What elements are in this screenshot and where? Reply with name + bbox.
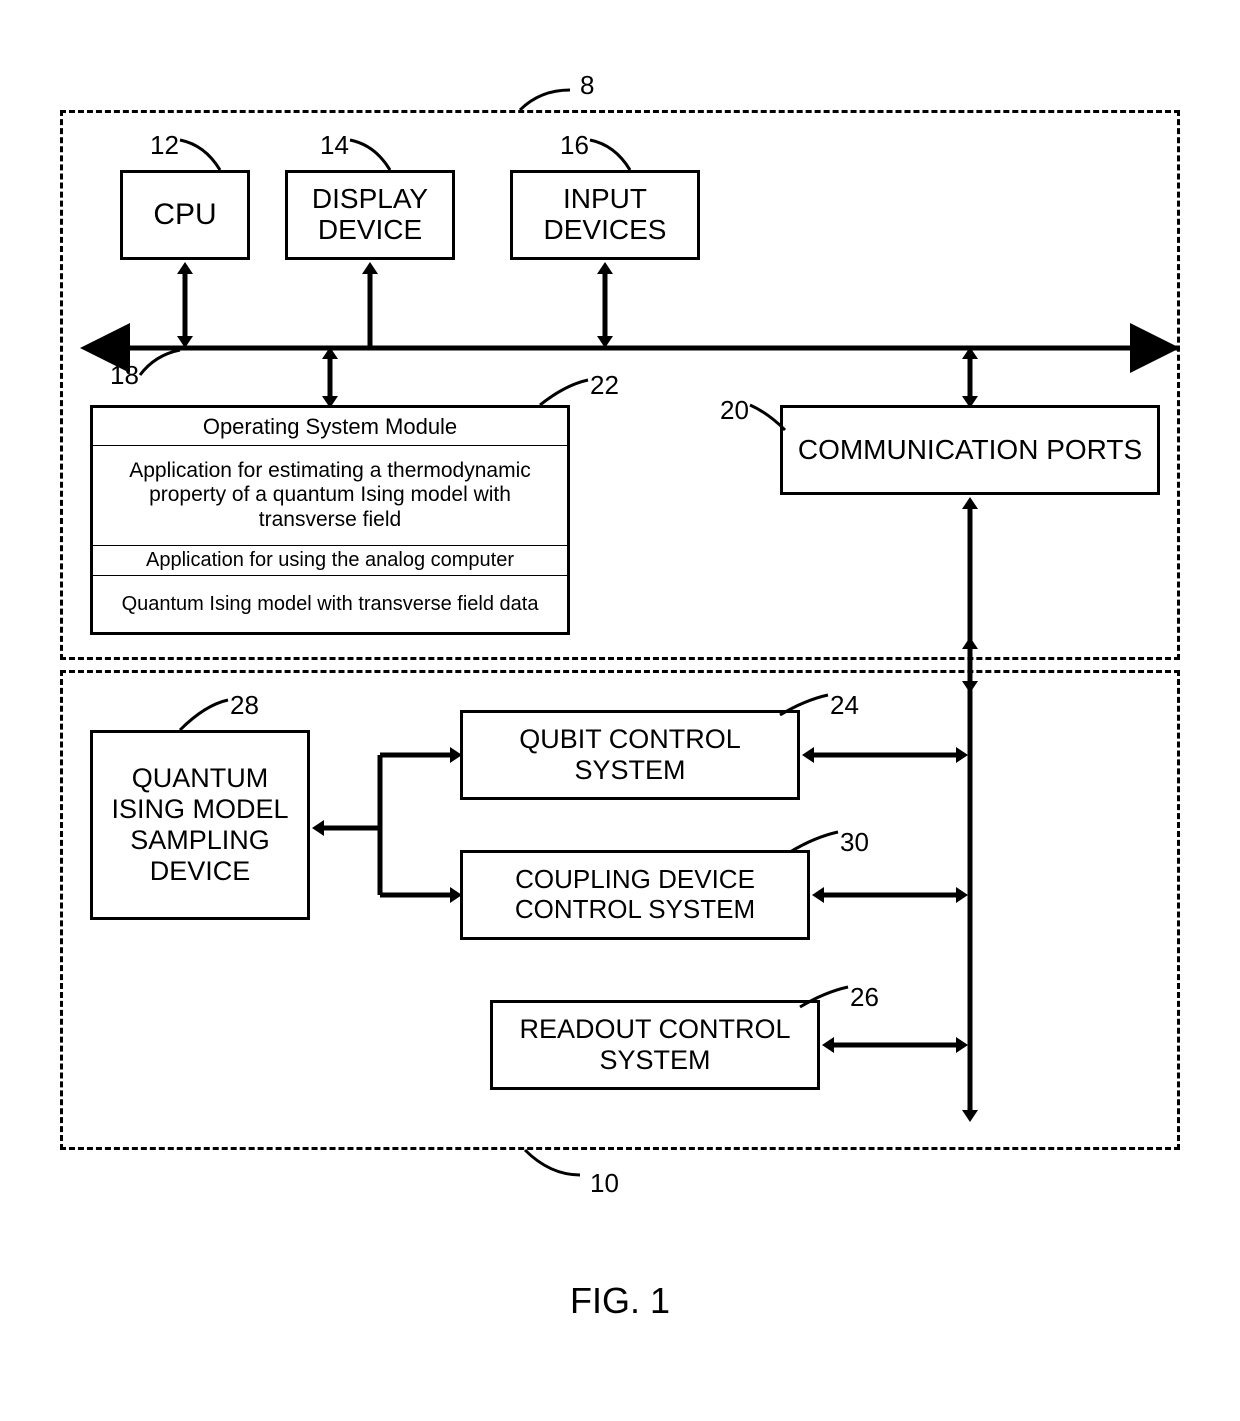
readout-box: READOUT CONTROL SYSTEM: [490, 1000, 820, 1090]
cpu-label: CPU: [153, 198, 216, 232]
qubit-box: QUBIT CONTROL SYSTEM: [460, 710, 800, 800]
qubit-link: [800, 745, 975, 765]
leader-12: [180, 140, 225, 175]
leader-10: [525, 1150, 585, 1180]
input-box: INPUT DEVICES: [510, 170, 700, 260]
ref-28: 28: [230, 690, 259, 721]
ref-10: 10: [590, 1168, 619, 1199]
leader-14: [350, 140, 395, 175]
figure-label-text: FIG. 1: [570, 1280, 670, 1321]
memory-row3: Quantum Ising model with transverse fiel…: [122, 593, 539, 615]
ref-16: 16: [560, 130, 589, 161]
ref-20: 20: [720, 395, 749, 426]
cpu-box: CPU: [120, 170, 250, 260]
leader-18: [140, 350, 185, 380]
cpu-bus-arrow: [175, 260, 195, 350]
leader-30: [790, 832, 840, 857]
memory-box: Operating System Module Application for …: [90, 405, 570, 635]
comm-vertical-mid-arrows: [960, 635, 980, 695]
ref-22: 22: [590, 370, 619, 401]
readout-link: [820, 1035, 975, 1055]
comm-label: COMMUNICATION PORTS: [798, 435, 1142, 466]
input-label: INPUT DEVICES: [513, 184, 697, 246]
ref-12: 12: [150, 130, 179, 161]
leader-24: [780, 695, 830, 720]
comm-bus-arrow: [960, 345, 980, 410]
block-diagram: 8 10 CPU 12 DISPLAY DEVICE 14 INPUT DEVI…: [60, 60, 1190, 1220]
ref-24: 24: [830, 690, 859, 721]
qubit-label: QUBIT CONTROL SYSTEM: [463, 724, 797, 786]
memory-row0: Operating System Module: [203, 414, 457, 440]
ref-26: 26: [850, 982, 879, 1013]
leader-26: [800, 987, 850, 1012]
memory-row2: Application for using the analog compute…: [146, 549, 514, 572]
sampling-box: QUANTUM ISING MODEL SAMPLING DEVICE: [90, 730, 310, 920]
ref-18: 18: [110, 360, 139, 391]
ref-30: 30: [840, 827, 869, 858]
coupling-box: COUPLING DEVICE CONTROL SYSTEM: [460, 850, 810, 940]
leader-28: [180, 700, 230, 735]
leader-16: [590, 140, 635, 175]
sampling-branch: [310, 730, 470, 930]
input-bus-arrow: [595, 260, 615, 350]
memory-bus-arrow: [320, 345, 340, 410]
figure-label: FIG. 1: [0, 1280, 1240, 1322]
leader-8: [520, 90, 575, 120]
display-box: DISPLAY DEVICE: [285, 170, 455, 260]
bus-line: [80, 338, 1190, 358]
leader-22: [540, 380, 590, 410]
display-bus-arrow: [360, 260, 380, 350]
ref-8: 8: [580, 70, 594, 101]
leader-20: [750, 405, 790, 435]
ref-14: 14: [320, 130, 349, 161]
readout-label: READOUT CONTROL SYSTEM: [493, 1014, 817, 1076]
sampling-label: QUANTUM ISING MODEL SAMPLING DEVICE: [93, 763, 307, 887]
coupling-label: COUPLING DEVICE CONTROL SYSTEM: [463, 865, 807, 925]
memory-row1: Application for estimating a thermodynam…: [101, 459, 559, 531]
display-label: DISPLAY DEVICE: [288, 184, 452, 246]
comm-box: COMMUNICATION PORTS: [780, 405, 1160, 495]
coupling-link: [810, 885, 975, 905]
